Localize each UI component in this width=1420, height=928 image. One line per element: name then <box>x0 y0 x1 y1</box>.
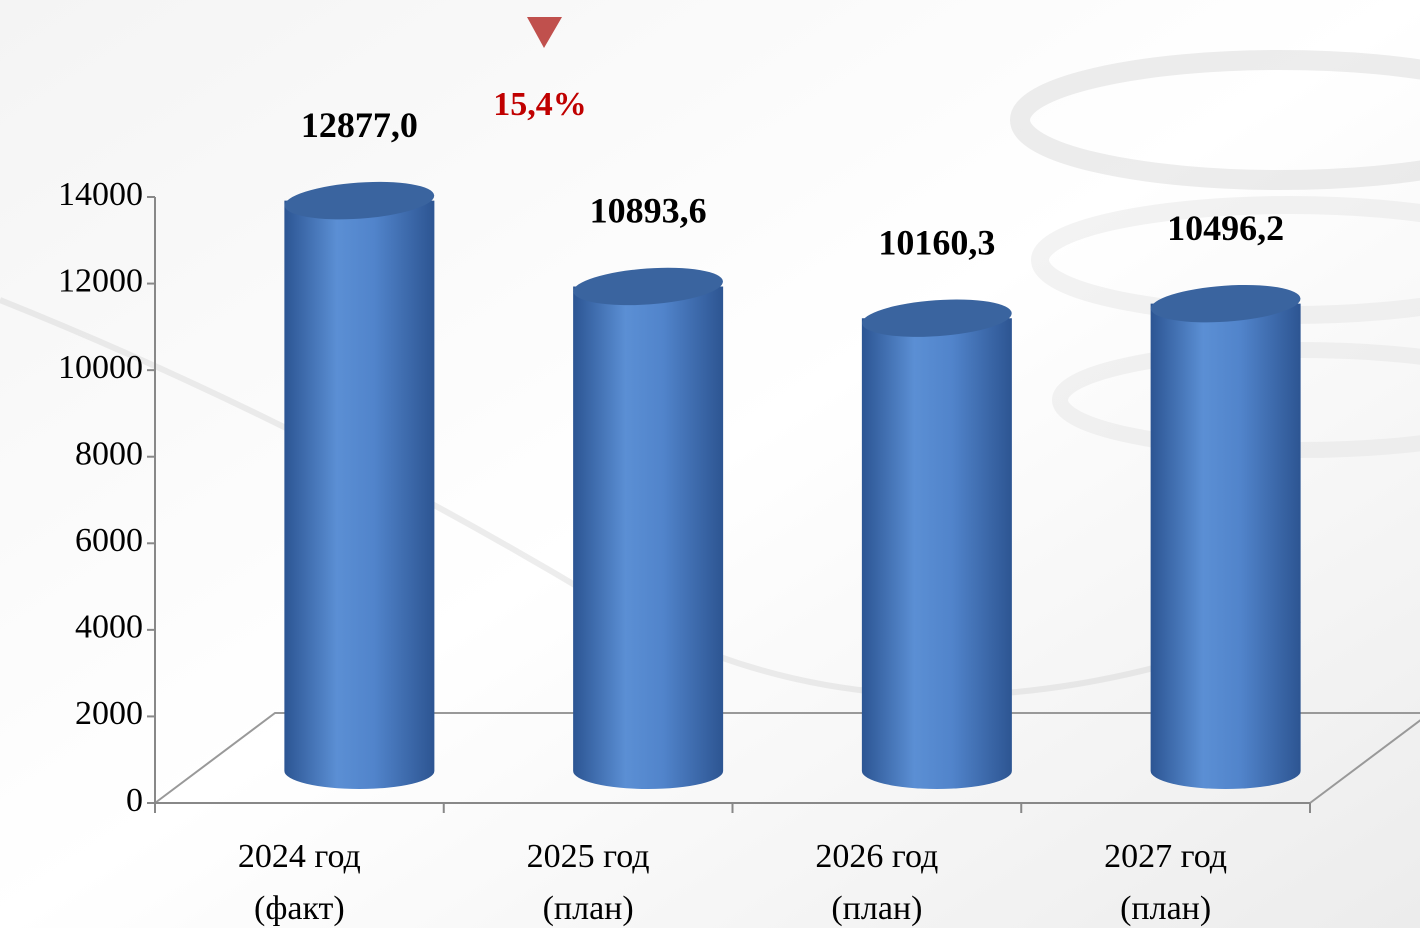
x-tick-label: 2024 год (факт) <box>238 838 361 927</box>
cylinder <box>284 181 435 789</box>
cylinder <box>573 267 724 789</box>
y-tick-label: 6000 <box>75 522 143 559</box>
y-tick-label: 14000 <box>58 176 143 213</box>
y-tick-label: 8000 <box>75 436 143 473</box>
decrease-arrow <box>527 17 562 48</box>
value-label: 12877,0 <box>301 105 418 145</box>
x-tick-label: 2026 год (план) <box>815 838 938 927</box>
change-annotation: 15,4% <box>493 86 587 123</box>
value-label: 10496,2 <box>1167 208 1284 248</box>
y-tick-label: 12000 <box>58 262 143 299</box>
bar-top <box>573 267 723 306</box>
value-label: 10893,6 <box>590 191 707 231</box>
bar <box>861 318 1012 789</box>
y-tick-label: 2000 <box>75 695 143 732</box>
value-label: 10160,3 <box>878 222 995 262</box>
x-tick-label: 2027 год (план) <box>1104 838 1227 927</box>
bar-top <box>862 299 1012 337</box>
cylinder <box>861 299 1012 789</box>
cylinder <box>1150 284 1301 789</box>
x-tick-label: 2025 год (план) <box>527 838 650 927</box>
bar-top <box>284 181 435 220</box>
bar-top <box>1150 284 1301 323</box>
bar <box>284 200 435 789</box>
bar <box>573 286 724 789</box>
y-tick-label: 4000 <box>75 609 143 646</box>
floor <box>154 712 1420 804</box>
bar <box>1150 303 1301 789</box>
y-tick-label: 0 <box>126 782 143 819</box>
y-tick-label: 10000 <box>58 349 143 386</box>
